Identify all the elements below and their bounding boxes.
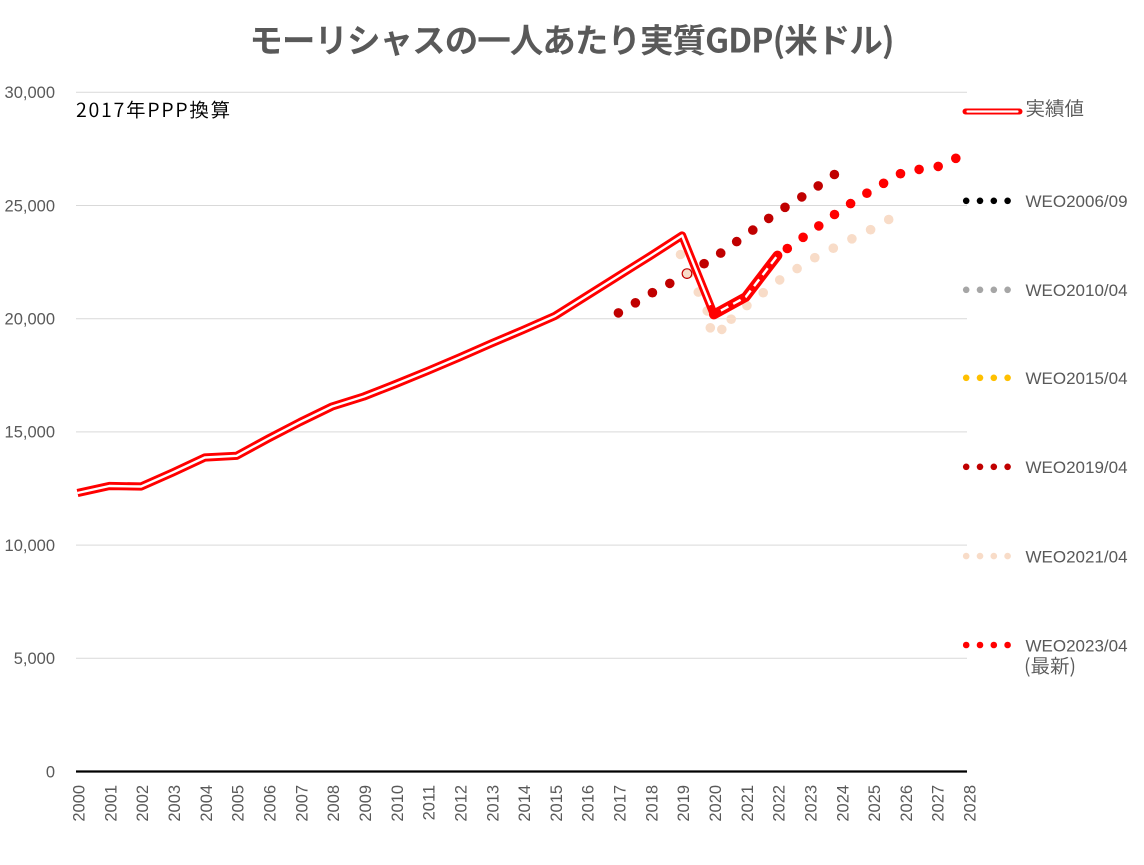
svg-text:2016: 2016 — [580, 785, 598, 822]
svg-text:5,000: 5,000 — [14, 650, 55, 668]
svg-text:0: 0 — [46, 763, 55, 781]
svg-text:WEO2019/04: WEO2019/04 — [1026, 458, 1128, 477]
svg-text:WEO2023/04: WEO2023/04 — [1026, 636, 1128, 655]
svg-text:2018: 2018 — [643, 785, 661, 822]
svg-text:2004: 2004 — [198, 785, 216, 822]
svg-text:25,000: 25,000 — [5, 197, 55, 215]
svg-text:2005: 2005 — [230, 785, 248, 822]
svg-text:2010: 2010 — [389, 785, 407, 822]
svg-text:2017: 2017 — [612, 785, 630, 822]
svg-text:2011: 2011 — [421, 785, 439, 820]
svg-text:WEO2010/04: WEO2010/04 — [1026, 281, 1128, 300]
svg-text:15,000: 15,000 — [5, 424, 55, 442]
svg-text:10,000: 10,000 — [5, 537, 55, 555]
svg-text:2022: 2022 — [771, 785, 789, 822]
svg-text:2014: 2014 — [516, 785, 534, 822]
svg-text:20,000: 20,000 — [5, 311, 55, 329]
svg-text:2028: 2028 — [962, 785, 980, 822]
svg-text:WEO2021/04: WEO2021/04 — [1026, 547, 1128, 566]
svg-text:WEO2015/04: WEO2015/04 — [1026, 369, 1128, 388]
svg-text:2008: 2008 — [325, 785, 343, 822]
svg-text:2003: 2003 — [166, 785, 184, 822]
svg-text:2006: 2006 — [262, 785, 280, 822]
svg-text:2015: 2015 — [548, 785, 566, 822]
svg-text:2013: 2013 — [484, 785, 502, 822]
svg-text:2019: 2019 — [675, 785, 693, 822]
svg-text:2009: 2009 — [357, 785, 375, 822]
svg-text:2026: 2026 — [898, 785, 916, 822]
svg-text:2007: 2007 — [293, 785, 311, 822]
svg-text:2027: 2027 — [930, 785, 948, 822]
svg-text:30,000: 30,000 — [5, 84, 55, 102]
svg-text:2000: 2000 — [71, 785, 89, 822]
svg-text:2025: 2025 — [866, 785, 884, 822]
svg-text:2001: 2001 — [102, 785, 120, 822]
svg-text:2021: 2021 — [739, 785, 757, 822]
svg-text:2020: 2020 — [707, 785, 725, 822]
svg-text:2024: 2024 — [834, 785, 852, 822]
svg-text:WEO2006/09: WEO2006/09 — [1026, 192, 1128, 211]
svg-text:2012: 2012 — [452, 785, 470, 822]
svg-text:2002: 2002 — [134, 785, 152, 822]
svg-text:2023: 2023 — [803, 785, 821, 822]
